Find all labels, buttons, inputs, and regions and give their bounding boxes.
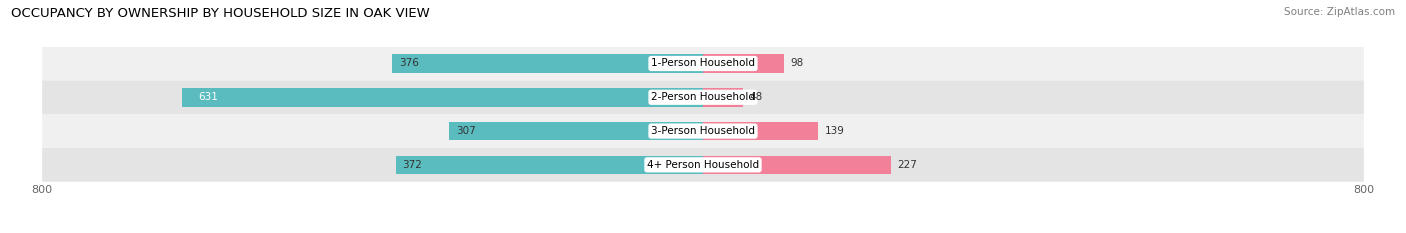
Bar [450,122,703,140]
Bar [703,122,818,140]
Bar [703,54,785,73]
Bar [703,88,742,106]
Text: 1-Person Household: 1-Person Household [651,58,755,69]
Text: 631: 631 [198,92,218,102]
Text: 376: 376 [399,58,419,69]
Text: 372: 372 [402,160,422,170]
Text: 139: 139 [824,126,844,136]
FancyBboxPatch shape [42,80,1364,114]
Text: 2-Person Household: 2-Person Household [651,92,755,102]
Text: 3-Person Household: 3-Person Household [651,126,755,136]
FancyBboxPatch shape [42,114,1364,148]
Bar [703,156,890,174]
Text: OCCUPANCY BY OWNERSHIP BY HOUSEHOLD SIZE IN OAK VIEW: OCCUPANCY BY OWNERSHIP BY HOUSEHOLD SIZE… [11,7,430,20]
Bar [395,156,703,174]
FancyBboxPatch shape [42,47,1364,80]
Bar [392,54,703,73]
FancyBboxPatch shape [42,148,1364,182]
Text: Source: ZipAtlas.com: Source: ZipAtlas.com [1284,7,1395,17]
Text: 307: 307 [456,126,475,136]
Text: 48: 48 [749,92,762,102]
Text: 4+ Person Household: 4+ Person Household [647,160,759,170]
Bar [181,88,703,106]
Text: 98: 98 [790,58,804,69]
Text: 227: 227 [897,160,917,170]
